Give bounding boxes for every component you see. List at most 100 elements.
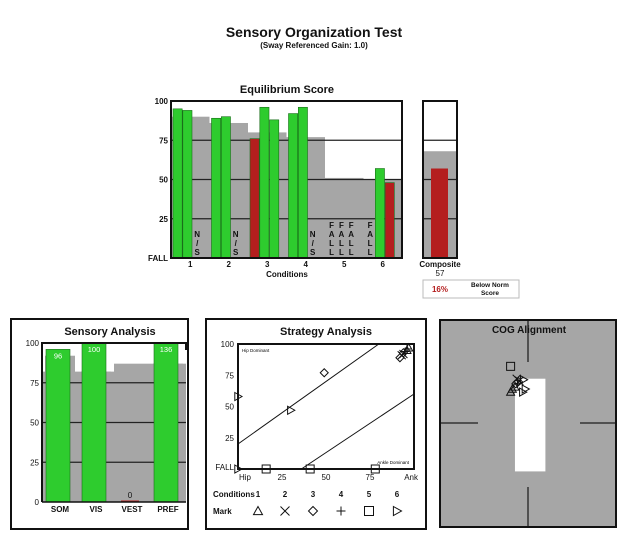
cog-title: COG Alignment <box>492 325 567 336</box>
trial-status-letter: F <box>368 221 373 230</box>
strategy-xtick: Ank <box>404 473 419 482</box>
trial-status-letter: N <box>310 230 316 239</box>
trial-status-letter: L <box>368 239 373 248</box>
equilibrium-xtick: 1 <box>188 260 193 269</box>
trial-status-letter: A <box>329 230 335 239</box>
trial-status-letter: L <box>349 239 354 248</box>
strategy-point-right-triangle <box>234 391 244 402</box>
equilibrium-bar <box>269 119 280 259</box>
cog-point-square <box>506 361 516 371</box>
sensory-bar <box>45 349 71 503</box>
composite-bar <box>431 168 448 258</box>
cog-point-triangle <box>505 387 516 396</box>
trial-status-letter: L <box>329 248 334 257</box>
trial-status-letter: F <box>349 221 354 230</box>
equilibrium-xtick: 5 <box>342 260 347 269</box>
legend-condition: 5 <box>367 490 372 499</box>
legend-condition: 3 <box>311 490 316 499</box>
sensory-value-label: 136 <box>160 345 173 354</box>
equilibrium-xlabel: Conditions <box>266 270 308 279</box>
trial-status-letter: A <box>348 230 354 239</box>
legend-plus-icon <box>336 506 346 516</box>
legend-condition: 4 <box>339 490 344 499</box>
trial-status-letter: / <box>312 239 315 248</box>
cog-alignment-chart: COG Alignment <box>441 321 615 526</box>
cog-point-diamond <box>513 377 524 387</box>
below-norm-label-line2: Score <box>481 290 499 297</box>
sensory-ytick: 50 <box>30 419 39 428</box>
sensory-bar <box>153 342 179 503</box>
legend-x-icon <box>280 506 290 516</box>
legend-triangle-icon <box>252 505 264 516</box>
fall-label: FALL <box>348 221 354 257</box>
equilibrium-bar <box>384 182 395 259</box>
legend-mark-label: Mark <box>213 507 232 516</box>
trial-status-letter: / <box>196 239 199 248</box>
equilibrium-title: Equilibrium Score <box>240 84 334 96</box>
fall-label: FALL <box>339 221 345 257</box>
strategy-point-square <box>370 464 380 474</box>
equilibrium-bar <box>182 110 193 259</box>
trial-status-letter: L <box>349 248 354 257</box>
equilibrium-xtick: 4 <box>304 260 309 269</box>
equilibrium-ytick: 75 <box>159 136 168 145</box>
equilibrium-bar <box>374 168 385 259</box>
legend-condition: 6 <box>395 490 400 499</box>
trial-status-letter: A <box>339 230 345 239</box>
trial-status-letter: N <box>233 230 239 239</box>
trial-status-letter: S <box>195 248 201 257</box>
trial-status-letter: L <box>339 248 344 257</box>
legend-diamond-icon <box>307 505 319 517</box>
equilibrium-bar <box>288 113 298 259</box>
sensory-ytick: 25 <box>30 458 39 467</box>
below-norm-percent: 16% <box>432 285 448 294</box>
strategy-title: Strategy Analysis <box>280 326 372 338</box>
trial-status-letter: A <box>367 230 373 239</box>
sensory-title: Sensory Analysis <box>64 326 155 338</box>
cog-point-right-triangle <box>519 387 528 397</box>
cog-point-diamond <box>511 379 521 389</box>
equilibrium-bar <box>249 138 260 259</box>
sensory-frame <box>41 342 187 502</box>
not-scored-label: N/S <box>233 230 239 257</box>
sensory-xtick: PREF <box>157 505 178 514</box>
sensory-ytick: 100 <box>26 339 40 348</box>
composite-label: Composite <box>419 260 461 269</box>
sensory-value-label: 100 <box>88 345 101 354</box>
sensory-analysis-chart: Sensory Analysis 96 100 0 136 0 25 50 75 100 SO… <box>26 326 187 514</box>
strategy-xtick: 25 <box>278 473 287 482</box>
strategy-frame <box>237 343 415 470</box>
strategy-point-right-triangle <box>234 464 244 474</box>
trial-status-letter: S <box>310 248 316 257</box>
strategy-ytick: 75 <box>225 371 234 380</box>
cog-point-triangle <box>510 381 520 391</box>
strategy-ytick: 100 <box>221 340 235 349</box>
legend-condition: 1 <box>256 490 261 499</box>
composite-frame <box>422 100 458 259</box>
legend-right-triangle-icon <box>392 505 403 517</box>
cog-point-right-triangle <box>519 374 529 385</box>
equilibrium-ytick: FALL <box>148 254 168 263</box>
strategy-analysis-chart: Strategy Analysis Hip Dominant Ankle Dom… <box>213 326 419 517</box>
trial-status-letter: S <box>233 248 239 257</box>
equilibrium-norm-band <box>325 177 364 258</box>
trial-status-letter: F <box>339 221 344 230</box>
sensory-xtick: VIS <box>90 505 104 514</box>
strategy-xtick: 75 <box>366 473 375 482</box>
below-norm-label-line1: Below Norm <box>471 282 509 289</box>
equilibrium-xtick: 2 <box>227 260 232 269</box>
trial-status-letter: L <box>329 239 334 248</box>
strategy-ytick: 25 <box>225 434 234 443</box>
legend-conditions-label: Conditions <box>213 490 255 499</box>
not-scored-label: N/S <box>194 230 200 257</box>
equilibrium-bar <box>297 106 308 259</box>
page-title: Sensory Organization Test <box>225 24 403 40</box>
trial-status-letter: / <box>235 239 238 248</box>
sensory-norm-band <box>117 416 147 502</box>
sensory-value-label: 0 <box>128 491 133 500</box>
strategy-reference-line <box>237 343 380 445</box>
sensory-bar <box>81 342 107 503</box>
sensory-xtick: VEST <box>122 505 143 514</box>
strategy-xtick: 50 <box>322 473 331 482</box>
